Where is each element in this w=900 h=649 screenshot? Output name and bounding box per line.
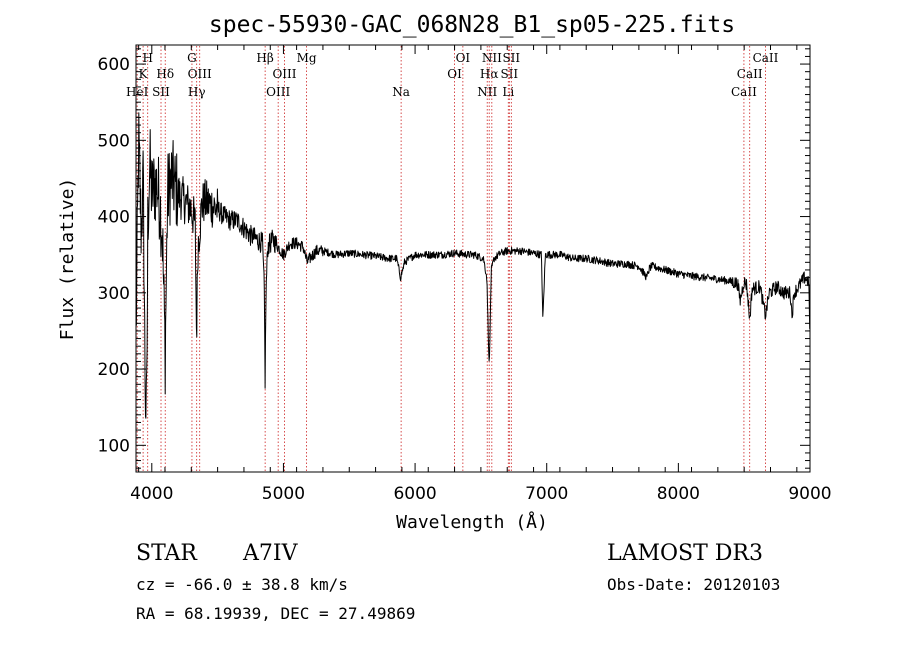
- line-marker-label: CaII: [753, 51, 779, 65]
- redshift-velocity: cz = -66.0 ± 38.8 km/s: [136, 575, 348, 594]
- y-tick-label: 500: [98, 131, 130, 151]
- plot-frame: [135, 44, 811, 473]
- line-marker-label: OI: [456, 51, 471, 65]
- y-axis-label: Flux (relative): [57, 178, 78, 341]
- x-tick-label: 6000: [393, 484, 436, 504]
- line-marker-label: CaII: [737, 67, 763, 81]
- line-marker-label: SII: [500, 67, 518, 81]
- line-marker-label: CaII: [731, 85, 757, 99]
- spectrum-line-flux: [135, 112, 811, 419]
- line-marker-label: K: [139, 67, 149, 81]
- line-marker-label: OI: [447, 67, 462, 81]
- spectrum-series: [135, 112, 811, 419]
- line-marker-label: SII: [502, 51, 520, 65]
- survey-name: LAMOST DR3: [607, 541, 763, 566]
- object-class: STAR: [136, 541, 198, 566]
- x-tick-label: 5000: [262, 484, 305, 504]
- axis-ticks: 4000 5000 6000 7000 8000 9000 100 200 300 400 500 6…: [98, 45, 832, 504]
- observation-date: Obs-Date: 20120103: [607, 575, 780, 594]
- line-marker-label: Na: [392, 85, 410, 99]
- object-subclass: A7IV: [242, 541, 299, 566]
- line-marker-label: Hδ: [156, 67, 174, 81]
- y-tick-label: 600: [98, 55, 130, 75]
- line-marker-label: Hα: [480, 67, 499, 81]
- line-marker-label: H: [142, 51, 152, 65]
- x-tick-label: 4000: [130, 484, 173, 504]
- line-marker-label: OIII: [266, 85, 290, 99]
- coordinates: RA = 68.19939, DEC = 27.49869: [136, 604, 415, 623]
- line-marker-label: OIII: [272, 67, 296, 81]
- y-tick-label: 200: [98, 360, 130, 380]
- x-tick-label: 9000: [788, 484, 831, 504]
- line-marker-label: Li: [502, 85, 514, 99]
- y-tick-label: 400: [98, 208, 130, 228]
- spectral-line-markers: HeIKHSIIHδGHγOIIIHβOIIIOIIIMgNaOIOINIIHα…: [126, 46, 779, 471]
- line-marker-label: OIII: [188, 67, 212, 81]
- y-tick-label: 300: [98, 284, 130, 304]
- line-marker-label: Hγ: [188, 85, 206, 99]
- line-marker-label: G: [187, 51, 197, 65]
- line-marker-label: Hβ: [256, 51, 273, 65]
- line-marker-label: NII: [477, 85, 497, 99]
- x-axis-label: Wavelength (Å): [396, 511, 548, 533]
- line-marker-label: SII: [152, 85, 170, 99]
- y-tick-label: 100: [98, 436, 130, 456]
- line-marker-label: NII: [482, 51, 502, 65]
- x-tick-label: 8000: [657, 484, 700, 504]
- line-marker-label: Mg: [297, 51, 317, 65]
- chart-title: spec-55930-GAC_068N28_B1_sp05-225.fits: [209, 12, 735, 38]
- x-tick-label: 7000: [525, 484, 568, 504]
